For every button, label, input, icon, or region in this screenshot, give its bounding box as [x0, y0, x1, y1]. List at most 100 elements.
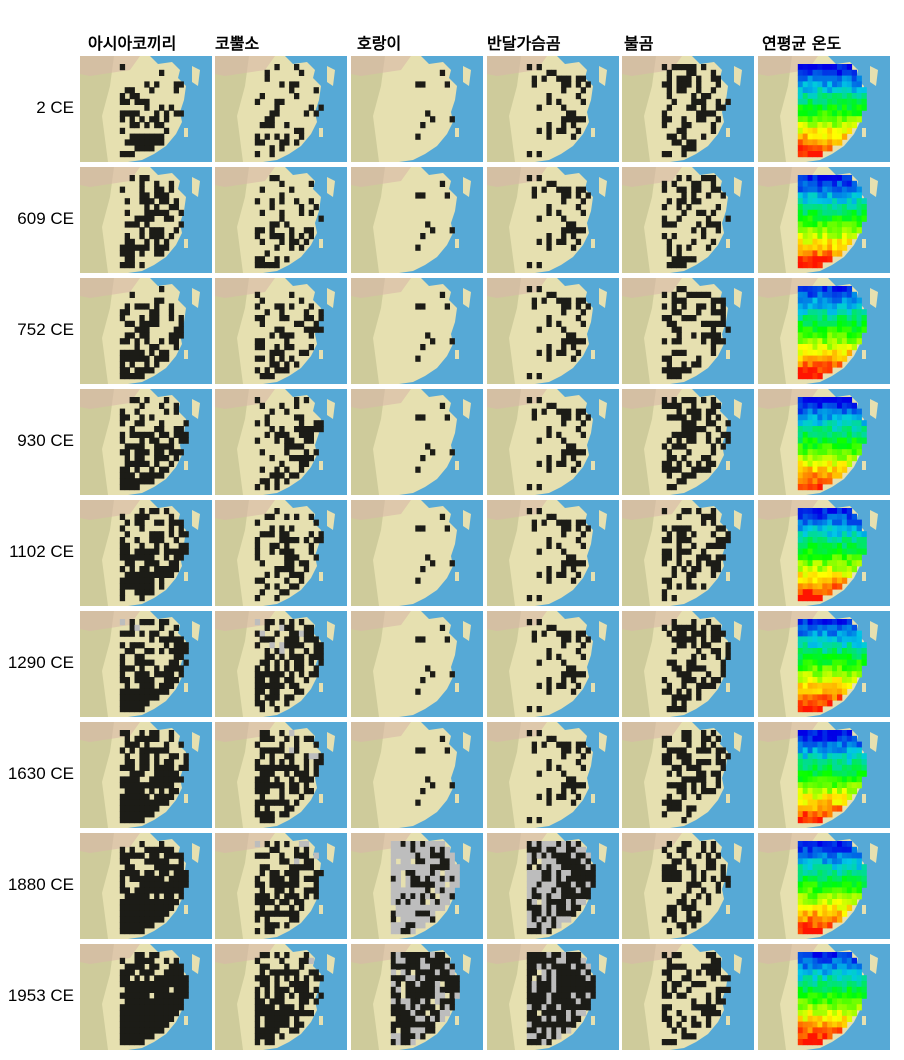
temperature-cell: [802, 320, 808, 327]
range-cell: [444, 864, 450, 871]
range-cell: [430, 957, 436, 964]
range-cell: [676, 373, 682, 380]
temperature-cell: [837, 175, 843, 182]
temperature-cell: [841, 560, 848, 567]
range-cell: [274, 1021, 280, 1028]
range-cell: [585, 981, 591, 988]
temperature-cell: [832, 361, 838, 368]
range-cell: [666, 93, 672, 100]
range-cell: [149, 139, 155, 146]
range-cell: [536, 571, 542, 578]
range-cell: [410, 1033, 416, 1040]
temperature-cell: [827, 659, 833, 666]
range-cell: [420, 122, 426, 129]
temperature-cell: [797, 180, 804, 187]
range-cell: [666, 870, 672, 877]
range-cell: [551, 870, 557, 877]
range-cell: [254, 899, 261, 906]
range-cell: [313, 653, 319, 660]
temperature-cell: [802, 110, 808, 117]
range-cell: [434, 986, 441, 993]
range-cell: [124, 349, 130, 356]
map-panel-rhinoceros: [215, 944, 347, 1050]
range-cell: [556, 957, 562, 964]
range-cell: [536, 484, 542, 491]
temperature-cell: [812, 238, 818, 245]
temperature-cell: [822, 531, 828, 538]
range-cell: [119, 747, 126, 754]
range-cell: [144, 589, 150, 596]
range-cell: [585, 1004, 591, 1011]
temperature-cell: [837, 110, 843, 117]
temperature-cell: [797, 525, 804, 532]
range-cell: [570, 466, 577, 473]
range-cell: [134, 811, 140, 818]
range-cell: [154, 542, 160, 549]
temperature-cell: [837, 472, 843, 479]
range-cell: [269, 700, 275, 707]
range-cell: [259, 355, 265, 362]
temperature-cell: [837, 355, 843, 362]
range-cell: [715, 297, 721, 304]
range-cell: [701, 548, 707, 555]
map-panel-brown-bear: [622, 944, 754, 1050]
range-cell: [144, 694, 150, 701]
range-cell: [289, 870, 295, 877]
range-cell: [298, 560, 305, 567]
range-cell: [546, 349, 552, 356]
range-cell: [551, 952, 557, 959]
range-cell: [168, 782, 175, 789]
range-cell: [536, 1021, 542, 1028]
china-map-background: [80, 500, 212, 606]
temperature-cell: [797, 402, 804, 409]
temperature-cell: [822, 326, 828, 333]
range-cell: [284, 624, 290, 631]
range-cell: [308, 624, 314, 631]
range-cell: [691, 466, 697, 473]
range-cell: [259, 1010, 265, 1017]
temperature-cell: [851, 741, 857, 748]
temperature-cell: [812, 122, 818, 129]
temperature-cell: [827, 64, 833, 71]
range-cell: [556, 75, 562, 82]
range-cell: [561, 986, 567, 993]
range-cell: [183, 531, 189, 538]
temperature-cell: [807, 508, 813, 515]
range-cell: [163, 431, 170, 438]
range-cell: [671, 619, 677, 626]
range-cell: [159, 233, 165, 240]
map-panel-mean-annual-temperature: [758, 278, 890, 384]
range-cell: [546, 624, 552, 631]
range-cell: [144, 922, 150, 929]
range-cell: [556, 969, 562, 976]
temperature-cell: [802, 145, 808, 152]
range-cell: [144, 204, 150, 211]
range-cell: [710, 175, 717, 182]
temperature-cell: [832, 349, 838, 356]
range-cell: [531, 957, 537, 964]
temperature-cell: [822, 110, 828, 117]
range-cell: [279, 233, 285, 240]
range-cell: [710, 449, 717, 456]
temperature-cell: [822, 349, 828, 356]
range-cell: [661, 916, 668, 923]
temperature-cell: [812, 326, 818, 333]
temperature-cell: [827, 566, 833, 573]
temperature-cell: [797, 408, 804, 415]
range-cell: [666, 554, 672, 561]
range-cell: [691, 624, 697, 631]
range-cell: [294, 554, 300, 561]
range-cell: [580, 858, 586, 865]
range-cell: [269, 1010, 275, 1017]
temperature-cell: [827, 636, 833, 643]
range-cell: [264, 619, 270, 626]
range-cell: [661, 110, 668, 117]
range-cell: [546, 571, 552, 578]
temperature-cell: [812, 426, 818, 433]
range-cell: [124, 735, 130, 742]
temperature-cell: [851, 116, 857, 123]
range-cell: [119, 542, 126, 549]
range-cell: [269, 227, 275, 234]
range-cell: [129, 992, 135, 999]
range-cell: [561, 519, 567, 526]
